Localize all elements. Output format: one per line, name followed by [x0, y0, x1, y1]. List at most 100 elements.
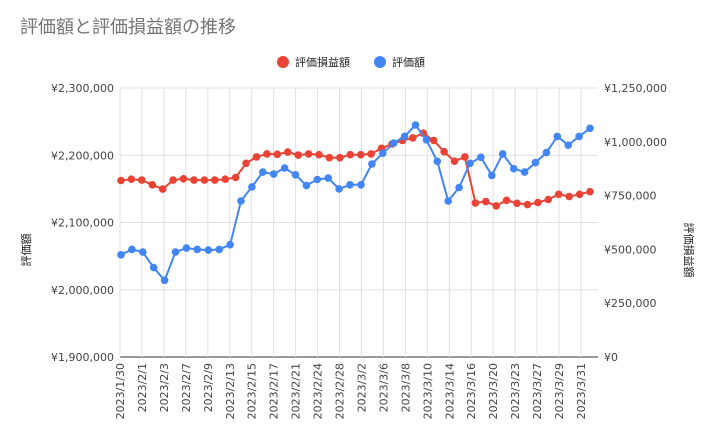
series-0-point-21 — [336, 153, 344, 162]
x-tick-label: 2023/3/6 — [377, 363, 390, 412]
series-0-point-32 — [450, 157, 459, 165]
series-1-point-43 — [586, 124, 594, 133]
series-0-point-43 — [565, 192, 573, 201]
series-line-0 — [120, 132, 591, 207]
legend-label-1: 評価額 — [392, 55, 425, 69]
right-tick-label: ¥1,000,000 — [604, 136, 667, 149]
left-tick-label: ¥2,300,000 — [51, 82, 114, 95]
series-1-point-29 — [433, 157, 442, 166]
x-tick-label: 2023/3/2 — [355, 363, 368, 412]
series-1-point-15 — [280, 164, 289, 172]
series-0-point-34 — [471, 199, 480, 207]
series-0-point-39 — [523, 200, 532, 209]
series-1-point-22 — [357, 181, 365, 189]
series-0-point-28 — [409, 134, 417, 142]
series-1-point-5 — [171, 248, 180, 256]
series-1-point-38 — [531, 158, 540, 167]
series-1-point-16 — [291, 171, 300, 179]
series-1-point-42 — [575, 132, 583, 141]
series-0-point-13 — [252, 153, 261, 161]
x-tick-label: 2023/1/30 — [114, 363, 127, 419]
x-tick-label: 2023/3/29 — [553, 363, 566, 419]
series-1-point-36 — [509, 164, 518, 173]
series-1-point-21 — [346, 181, 354, 189]
series-0-point-18 — [304, 150, 313, 158]
x-axis-ticks: 2023/1/30 2023/2/1 2023/2/3 2023/2/7 2023/2/… — [114, 363, 588, 419]
series-0-point-16 — [284, 148, 292, 156]
series-0-point-4 — [158, 185, 167, 193]
x-tick-label: 2023/2/24 — [312, 363, 325, 419]
series-1-point-27 — [411, 121, 420, 129]
legend-label-0: 評価損益額 — [295, 55, 350, 69]
series-0-point-20 — [325, 153, 334, 162]
right-tick-label: ¥1,250,000 — [604, 82, 667, 95]
series-0-point-8 — [200, 176, 209, 184]
x-tick-label: 2023/3/8 — [399, 363, 412, 412]
x-tick-label: 2023/3/23 — [509, 363, 522, 419]
series-0-point-30 — [429, 136, 438, 145]
right-axis-label: 評価損益額 — [682, 223, 696, 278]
series-1-point-10 — [226, 240, 234, 249]
legend-marker-1 — [374, 56, 386, 68]
series-0-point-33 — [461, 153, 469, 161]
series-0-point-5 — [169, 176, 177, 184]
left-axis-ticks: ¥1,900,000 ¥2,000,000 ¥2,100,000 ¥2,200,000… — [51, 82, 114, 364]
series-1-point-17 — [302, 181, 311, 190]
right-tick-label: ¥250,000 — [604, 297, 657, 310]
x-tick-label: 2023/2/7 — [180, 363, 193, 412]
series-0-point-22 — [346, 150, 355, 159]
series-0-point-44 — [575, 190, 584, 199]
series-1-point-0 — [117, 251, 125, 259]
x-tick-label: 2023/2/9 — [202, 363, 215, 412]
series-1-point-41 — [564, 141, 572, 149]
series-0-point-2 — [138, 176, 146, 184]
series-1-point-26 — [400, 132, 409, 141]
series-1-point-40 — [553, 132, 562, 141]
series-0-point-17 — [294, 151, 303, 159]
x-tick-label: 2023/2/28 — [334, 363, 347, 419]
series-0-point-3 — [148, 181, 157, 189]
legend-marker-0 — [277, 56, 289, 68]
series-1-point-7 — [193, 245, 202, 254]
gridlines — [119, 87, 598, 358]
series-1-point-30 — [444, 197, 453, 205]
right-axis-ticks: ¥0 ¥250,000 ¥500,000 ¥750,000 ¥1,000,000 ¥1,2… — [604, 82, 667, 364]
series-1-point-39 — [542, 148, 551, 157]
series-0-point-11 — [231, 173, 240, 182]
series-0-point-41 — [544, 195, 553, 204]
series-1-point-1 — [128, 245, 136, 254]
series-1-point-2 — [139, 248, 147, 256]
series-0-point-23 — [356, 150, 365, 159]
series-1-point-6 — [182, 244, 191, 252]
series-1-point-24 — [379, 149, 387, 157]
series-0-point-19 — [315, 150, 323, 159]
x-tick-label: 2023/2/13 — [224, 363, 237, 419]
x-tick-label: 2023/2/3 — [158, 363, 171, 412]
series-0-point-24 — [367, 150, 375, 158]
series-0-point-1 — [127, 175, 136, 183]
legend: 評価損益額 評価額 — [277, 55, 425, 69]
x-tick-label: 2023/3/14 — [443, 363, 456, 419]
series-0-point-15 — [273, 150, 282, 159]
x-tick-label: 2023/3/16 — [465, 363, 478, 419]
series-1-point-20 — [335, 185, 343, 193]
left-tick-label: ¥2,200,000 — [51, 149, 114, 162]
x-tick-label: 2023/2/21 — [290, 363, 303, 419]
series-1-point-33 — [477, 153, 485, 162]
x-tick-label: 2023/2/1 — [136, 363, 149, 412]
x-tick-label: 2023/2/15 — [246, 363, 259, 419]
series-1-point-9 — [215, 245, 223, 254]
series-1-point-32 — [466, 159, 474, 168]
series-1-point-14 — [269, 170, 278, 178]
x-tick-label: 2023/3/27 — [531, 363, 544, 419]
right-tick-label: ¥0 — [604, 351, 618, 364]
x-tick-label: 2023/2/17 — [268, 363, 281, 419]
x-tick-label: 2023/3/20 — [487, 363, 500, 419]
series-1-point-35 — [498, 150, 507, 158]
series-0-point-36 — [492, 202, 501, 210]
series-1-point-18 — [313, 175, 322, 184]
right-tick-label: ¥500,000 — [604, 243, 657, 256]
series-0-point-9 — [211, 176, 219, 184]
series-0-point-10 — [221, 175, 229, 183]
